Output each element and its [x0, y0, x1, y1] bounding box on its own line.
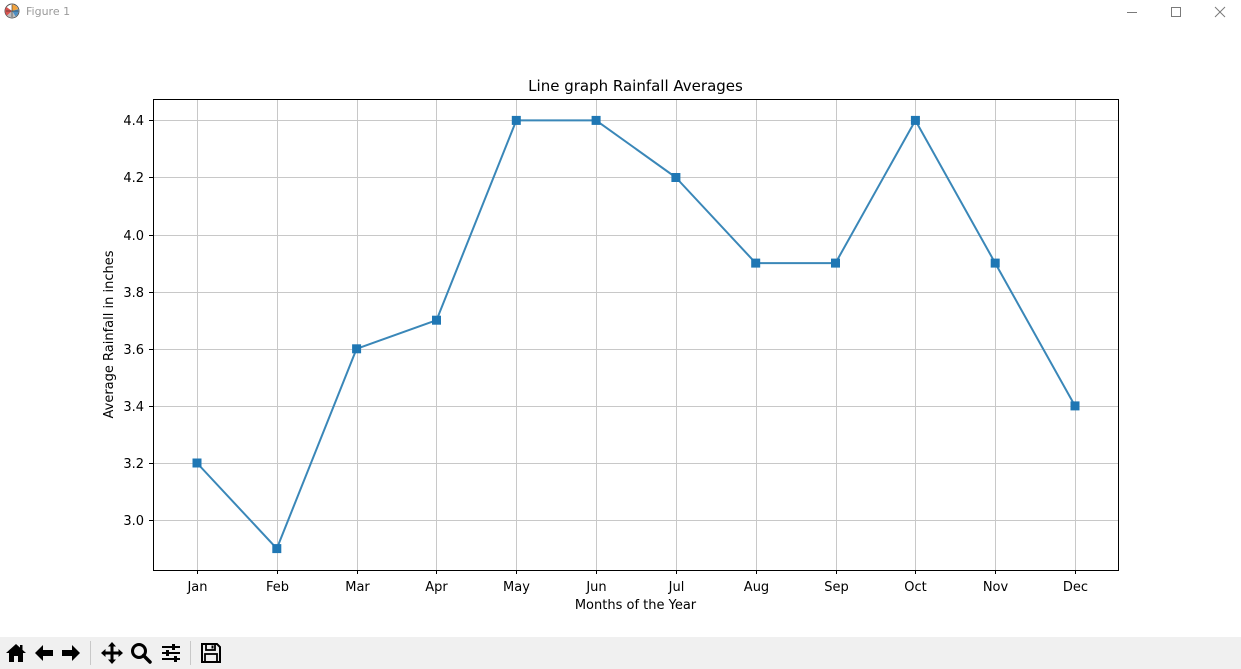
navigation-toolbar	[0, 637, 1241, 669]
x-tick-label: Jan	[186, 580, 207, 595]
floppy-disk-icon	[201, 643, 221, 663]
y-tick-label: 3.2	[123, 457, 144, 472]
magnifier-icon	[131, 643, 152, 664]
figure-canvas[interactable]: Jan Feb Mar Apr May Jun Jul Aug Sep Oct Nov Dec 3.0 3…	[0, 24, 1241, 637]
data-point	[1070, 401, 1080, 411]
data-point	[671, 173, 681, 182]
data-point	[511, 115, 521, 125]
line-chart: Jan Feb Mar Apr May Jun Jul Aug Sep Oct Nov Dec 3.0 3…	[102, 77, 1119, 613]
maximize-icon	[1171, 7, 1181, 17]
axes-frame	[153, 99, 1119, 571]
zoom-button[interactable]	[128, 640, 154, 666]
sliders-icon	[162, 644, 180, 662]
window-title: Figure 1	[26, 5, 71, 18]
minimize-icon	[1127, 12, 1137, 13]
y-tick-label: 3.4	[123, 400, 144, 415]
close-button[interactable]	[1198, 0, 1241, 24]
x-tick-label: Nov	[983, 580, 1009, 595]
x-tick-label: Sep	[824, 580, 849, 595]
x-tick-label: May	[503, 580, 530, 595]
x-tick-label: Aug	[744, 580, 769, 595]
y-tick-label: 3.8	[123, 286, 144, 301]
data-point	[352, 344, 362, 354]
arrow-left-icon	[35, 645, 53, 661]
data-point	[751, 258, 761, 268]
subplots-button[interactable]	[158, 640, 184, 666]
arrow-right-icon	[62, 645, 80, 661]
x-tick-label: Apr	[425, 580, 448, 595]
back-button[interactable]	[31, 640, 57, 666]
x-tick-label: Jun	[585, 580, 606, 595]
x-tick-label: Jul	[668, 580, 685, 595]
y-tick-label: 3.0	[123, 514, 144, 529]
axis-ticks: Jan Feb Mar Apr May Jun Jul Aug Sep Oct Nov Dec 3.0 3…	[123, 114, 1088, 595]
home-icon	[6, 644, 26, 662]
series-line	[196, 119, 1076, 550]
y-tick-label: 4.0	[123, 229, 144, 244]
save-button[interactable]	[198, 640, 224, 666]
x-tick-label: Oct	[904, 580, 926, 595]
data-point	[272, 544, 282, 554]
forward-button[interactable]	[58, 640, 84, 666]
x-tick-label: Mar	[345, 580, 370, 595]
data-point	[990, 258, 1000, 268]
pan-button[interactable]	[99, 640, 125, 666]
y-axis-label: Average Rainfall in inches	[102, 250, 117, 418]
x-tick-label: Feb	[266, 580, 289, 595]
series-rainfall	[192, 115, 1080, 554]
y-tick-label: 3.6	[123, 343, 144, 358]
data-point	[432, 315, 441, 325]
x-axis-label: Months of the Year	[575, 598, 697, 613]
data-point	[831, 258, 840, 268]
move-icon	[101, 642, 123, 664]
toolbar-separator	[90, 641, 91, 665]
maximize-button[interactable]	[1154, 0, 1198, 24]
data-point	[591, 115, 601, 125]
title-bar: Figure 1	[0, 0, 1241, 24]
y-tick-label: 4.4	[123, 114, 144, 129]
chart-title: Line graph Rainfall Averages	[528, 77, 743, 95]
grid-lines	[153, 99, 1118, 570]
y-tick-label: 4.2	[123, 171, 144, 186]
data-point	[910, 115, 920, 125]
home-button[interactable]	[3, 640, 29, 666]
minimize-button[interactable]	[1110, 0, 1154, 24]
close-icon	[1214, 6, 1226, 18]
toolbar-separator	[190, 641, 191, 665]
matplotlib-logo-icon	[4, 3, 20, 19]
data-point	[192, 458, 202, 468]
x-tick-label: Dec	[1063, 580, 1088, 595]
